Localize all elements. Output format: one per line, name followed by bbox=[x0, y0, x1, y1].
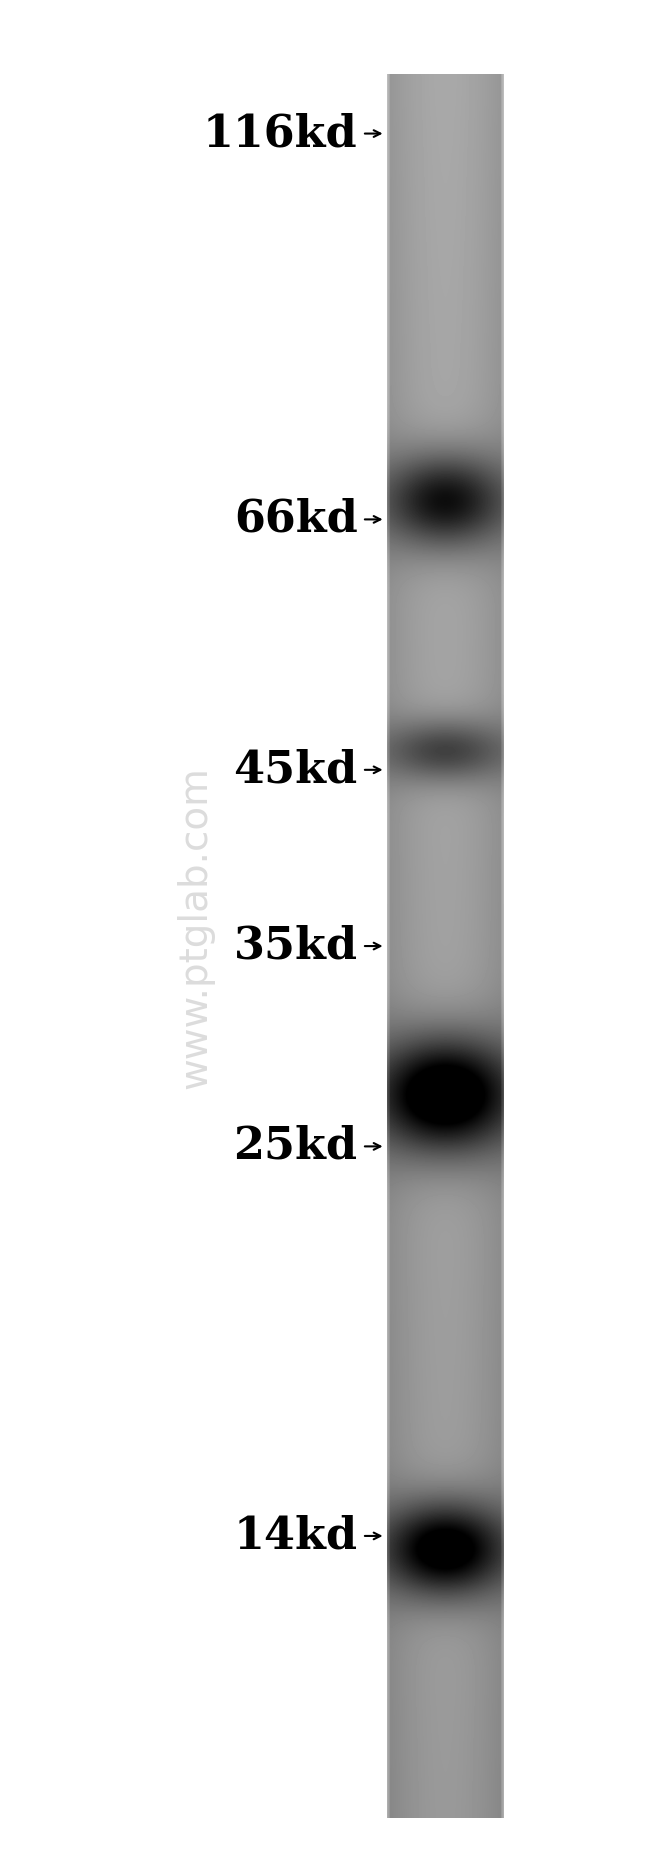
Text: 14kd: 14kd bbox=[233, 1514, 358, 1558]
Text: www.ptglab.com: www.ptglab.com bbox=[176, 766, 214, 1089]
Text: 25kd: 25kd bbox=[233, 1124, 358, 1169]
Text: 45kd: 45kd bbox=[233, 748, 358, 792]
Text: 116kd: 116kd bbox=[203, 111, 358, 156]
Text: 35kd: 35kd bbox=[233, 924, 358, 968]
Text: 66kd: 66kd bbox=[234, 497, 358, 542]
